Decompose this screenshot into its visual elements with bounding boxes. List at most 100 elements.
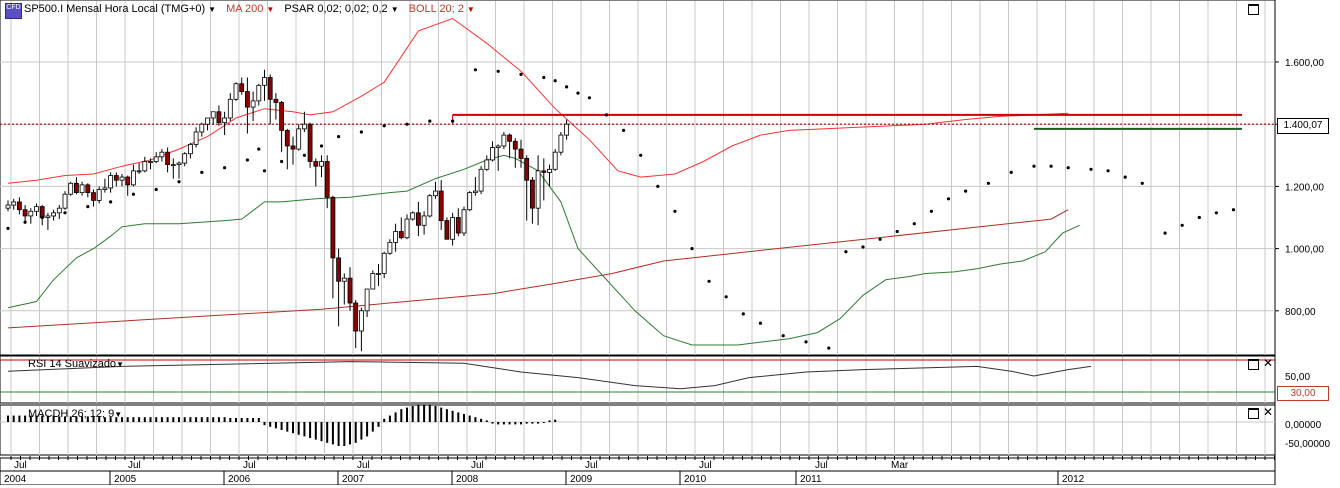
macd-bar bbox=[155, 417, 158, 422]
candle-body bbox=[239, 83, 245, 92]
candle-body bbox=[68, 182, 74, 195]
ma-block[interactable]: MA 200 ▼ bbox=[226, 3, 274, 15]
macd-dropdown-icon[interactable]: ▼ bbox=[114, 410, 123, 419]
macd-bar bbox=[406, 407, 408, 422]
psar-dot bbox=[154, 187, 158, 192]
psar-dot bbox=[576, 91, 580, 95]
candle-body bbox=[205, 117, 210, 125]
candle-body bbox=[102, 187, 108, 190]
candle-body bbox=[330, 196, 336, 259]
macd-bar bbox=[303, 422, 306, 437]
candle-body bbox=[381, 252, 387, 274]
psar-dot bbox=[337, 135, 341, 139]
candle-body bbox=[410, 212, 416, 220]
boll-block[interactable]: BOLL 20; 2 ▼ bbox=[409, 3, 475, 15]
rsi-pane-label[interactable]: RSI 14 Suavizado▼ bbox=[28, 358, 124, 370]
macd-bar bbox=[337, 422, 340, 446]
psar-block[interactable]: PSAR 0,02; 0,02; 0,2 ▼ bbox=[284, 3, 398, 15]
candle-body bbox=[125, 176, 131, 186]
macd-bar bbox=[423, 404, 426, 422]
candle-body bbox=[541, 170, 547, 173]
symbol-block[interactable]: SP500.I Mensal Hora Local (TMG+0) ▼ bbox=[24, 3, 216, 15]
candle-body bbox=[130, 170, 136, 186]
macd-bar bbox=[143, 417, 146, 422]
psar-dot bbox=[878, 237, 882, 241]
psar-dot bbox=[827, 346, 831, 350]
timezone-label: Hora Local (TMG+0) bbox=[104, 3, 206, 15]
candle-body bbox=[279, 102, 285, 131]
psar-dot bbox=[1066, 166, 1070, 170]
psar-dot bbox=[280, 159, 284, 164]
macd-bar bbox=[121, 417, 123, 422]
macd-bar bbox=[274, 422, 277, 429]
candle-body bbox=[438, 190, 444, 222]
candle-body bbox=[39, 206, 45, 218]
macd-bar bbox=[29, 415, 32, 422]
month-label: Jul bbox=[699, 460, 712, 471]
psar-dot bbox=[741, 312, 745, 316]
candle-body bbox=[518, 148, 524, 159]
candle-body bbox=[153, 156, 159, 162]
macd-bar bbox=[212, 417, 215, 422]
rsi-pane-close-icon[interactable]: ✕ bbox=[1263, 356, 1274, 370]
macd-pane-label[interactable]: MACDH 26; 12; 9▼ bbox=[28, 408, 122, 420]
macd-bar bbox=[223, 417, 226, 422]
macd-bar bbox=[520, 422, 522, 425]
rsi-dropdown-icon[interactable]: ▼ bbox=[116, 360, 124, 369]
macd-bar bbox=[537, 422, 540, 424]
psar-dot bbox=[707, 279, 711, 283]
macd-bar bbox=[360, 422, 363, 440]
last-price-tag: 1.400,07 bbox=[1277, 118, 1329, 134]
candle-body bbox=[336, 257, 342, 282]
macd-bar bbox=[24, 415, 27, 422]
candle-body bbox=[45, 215, 51, 218]
macd-bar bbox=[200, 417, 203, 422]
psar-dot bbox=[23, 220, 27, 224]
psar-dot bbox=[912, 222, 916, 226]
psar-dot bbox=[262, 169, 267, 173]
psar-dot bbox=[804, 340, 808, 344]
macd-pane-maximize-icon[interactable] bbox=[1248, 408, 1259, 419]
year-label: 2010 bbox=[684, 474, 707, 485]
candle-body bbox=[455, 217, 461, 234]
macd-bar bbox=[548, 420, 551, 422]
psar-dot bbox=[565, 85, 569, 89]
candle-body bbox=[16, 201, 22, 211]
macd-bar bbox=[52, 415, 55, 422]
macd-bar bbox=[542, 422, 545, 423]
candle-body bbox=[387, 241, 393, 254]
psar-dot bbox=[964, 189, 968, 193]
year-label: 2006 bbox=[228, 474, 251, 485]
main-pane-maximize-icon[interactable] bbox=[1248, 4, 1259, 15]
candle-body bbox=[558, 134, 564, 153]
psar-dropdown-icon[interactable]: ▼ bbox=[390, 4, 399, 14]
price-tick-label: 1.600,00 bbox=[1285, 58, 1324, 69]
candle-body bbox=[96, 189, 102, 201]
macd-pane-close-icon[interactable]: ✕ bbox=[1263, 405, 1274, 419]
psar-dot bbox=[1049, 164, 1053, 168]
candle-body bbox=[290, 145, 296, 150]
rsi-pane-maximize-icon[interactable] bbox=[1248, 359, 1259, 370]
psar-dot bbox=[40, 215, 44, 220]
macd-bar bbox=[75, 416, 78, 422]
month-label: Jul bbox=[357, 460, 370, 471]
macd-bar bbox=[525, 422, 528, 424]
chart-header: SP500.I Mensal Hora Local (TMG+0) ▼ MA 2… bbox=[24, 3, 475, 15]
ma-dropdown-icon[interactable]: ▼ bbox=[266, 4, 275, 14]
macd-bar bbox=[149, 417, 152, 422]
symbol-dropdown-icon[interactable]: ▼ bbox=[208, 4, 217, 14]
candle-body bbox=[193, 131, 199, 145]
macd-bar bbox=[309, 422, 312, 438]
macd-tick-label: 0,00000 bbox=[1285, 420, 1322, 431]
candle-body bbox=[148, 161, 153, 163]
macd-bar bbox=[160, 417, 163, 422]
symbol-icon[interactable]: CFD bbox=[5, 3, 22, 19]
macd-bar bbox=[514, 422, 517, 425]
candle-body bbox=[5, 204, 11, 209]
macd-bar bbox=[41, 415, 44, 422]
macd-bar bbox=[377, 422, 380, 427]
price-tick-label: 1.000,00 bbox=[1285, 245, 1324, 256]
boll-dropdown-icon[interactable]: ▼ bbox=[466, 4, 475, 14]
candle-body bbox=[74, 182, 79, 194]
